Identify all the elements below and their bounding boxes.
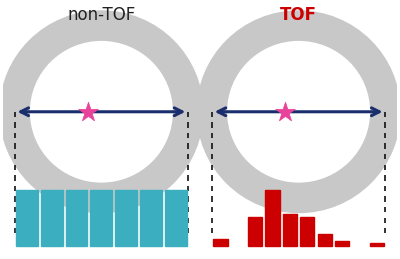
Bar: [318, 234, 332, 246]
Bar: [335, 241, 349, 246]
Bar: [370, 243, 384, 246]
Bar: [165, 190, 187, 246]
Bar: [300, 217, 314, 246]
Point: [84, 110, 91, 114]
Bar: [90, 190, 112, 246]
Bar: [115, 190, 137, 246]
Text: non-TOF: non-TOF: [67, 6, 136, 24]
Bar: [41, 190, 63, 246]
Bar: [213, 239, 228, 246]
Bar: [248, 217, 262, 246]
Bar: [16, 190, 38, 246]
Bar: [140, 190, 162, 246]
Text: TOF: TOF: [280, 6, 317, 24]
Bar: [283, 214, 297, 246]
Point: [282, 110, 288, 114]
Bar: [66, 190, 88, 246]
Bar: [266, 190, 280, 246]
